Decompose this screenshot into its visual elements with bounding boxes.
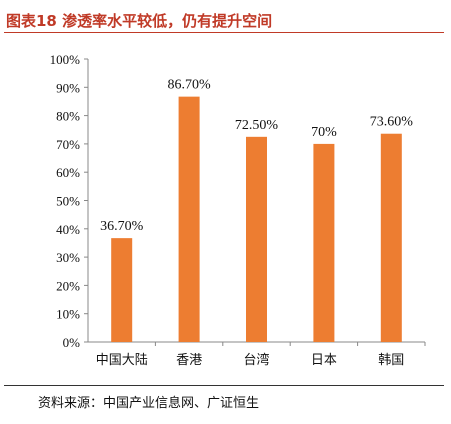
data-labels: 36.70% 86.70% 72.50% 70% 73.60%: [100, 78, 414, 234]
bar: [111, 238, 133, 342]
x-tick-label: 台湾: [243, 352, 269, 367]
x-tick-label: 日本: [311, 352, 337, 367]
y-axis: 0% 10% 20% 30% 40% 50% 60% 70% 80% 90% 100%: [50, 52, 89, 350]
bar-chart: 0% 10% 20% 30% 40% 50% 60% 70% 80% 90% 100% 中国大陆 香港…: [50, 52, 426, 367]
source-note: 资料来源：中国产业信息网、广证恒生: [38, 396, 260, 411]
x-axis: 中国大陆 香港 台湾 日本 韩国: [88, 341, 426, 367]
y-tick-label: 10%: [56, 307, 80, 322]
y-tick-label: 70%: [56, 137, 80, 152]
y-tick-label: 100%: [50, 52, 81, 67]
y-tick-label: 30%: [56, 250, 80, 265]
bar: [313, 143, 335, 342]
y-tick-label: 20%: [56, 278, 80, 293]
y-tick-label: 80%: [56, 109, 80, 124]
y-tick-label: 60%: [56, 165, 80, 180]
y-tick-label: 40%: [56, 222, 80, 237]
data-label: 36.70%: [100, 219, 144, 234]
figure-title: 图表18 渗透率水平较低，仍有提升空间: [6, 12, 273, 30]
data-label: 73.60%: [370, 115, 414, 130]
bar: [246, 136, 267, 342]
y-tick-label: 50%: [56, 194, 80, 209]
source-divider: [4, 385, 444, 386]
data-label: 86.70%: [168, 78, 212, 93]
x-tick-label: 中国大陆: [96, 352, 148, 367]
bar: [380, 133, 402, 342]
data-label: 72.50%: [235, 118, 279, 133]
bars: [111, 96, 402, 342]
title-divider: [4, 32, 444, 33]
y-tick-label: 90%: [56, 80, 80, 95]
data-label: 70%: [311, 125, 337, 140]
bar: [178, 96, 200, 342]
y-tick-label: 0%: [63, 335, 81, 350]
x-tick-label: 香港: [176, 352, 202, 367]
x-tick-label: 韩国: [378, 352, 404, 367]
